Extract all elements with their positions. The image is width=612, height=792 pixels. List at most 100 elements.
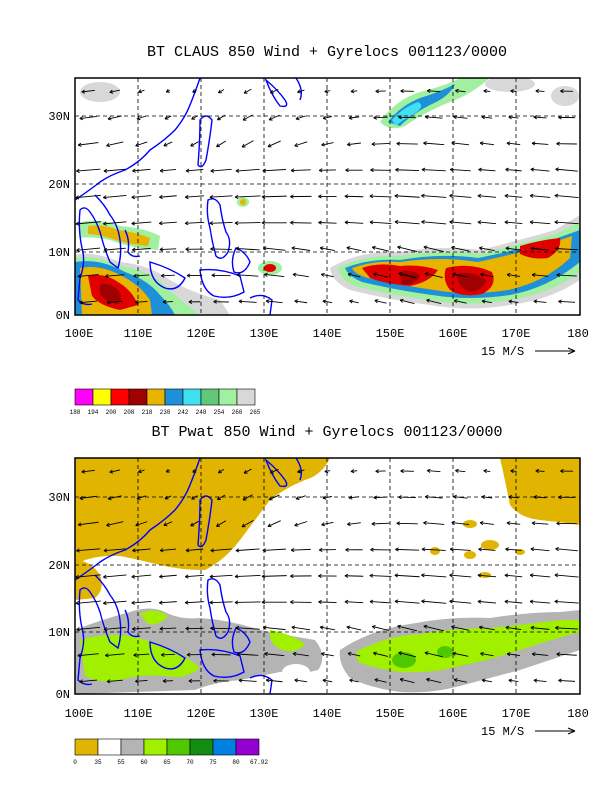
wind-vector bbox=[556, 652, 577, 657]
wind-vector bbox=[346, 625, 362, 631]
wind-vector bbox=[555, 625, 579, 631]
panel1-y-ticks: 0N 10N 20N 30N bbox=[48, 110, 70, 323]
wind-vector bbox=[135, 299, 148, 305]
panel2-xtick: 110E bbox=[124, 707, 153, 721]
wind-vector bbox=[191, 115, 198, 120]
wind-vector bbox=[290, 220, 312, 225]
wind-vector bbox=[211, 652, 231, 657]
wind-vector bbox=[396, 141, 418, 146]
wind-vector bbox=[79, 495, 97, 501]
panel2-map bbox=[75, 458, 580, 694]
wind-vector bbox=[243, 88, 252, 94]
wind-vector bbox=[375, 469, 386, 474]
wind-vector bbox=[504, 220, 523, 225]
wind-vector bbox=[530, 625, 550, 630]
wind-vector bbox=[449, 167, 471, 172]
cloud-grey-patch3 bbox=[551, 86, 579, 106]
wind-vector bbox=[452, 272, 469, 278]
wind-vector bbox=[159, 221, 177, 226]
wind-vector bbox=[421, 599, 447, 604]
panel1-ytick: 30N bbox=[48, 110, 70, 124]
pwat-lime-west2 bbox=[140, 610, 168, 625]
wind-vector bbox=[165, 468, 171, 473]
wind-vector bbox=[346, 246, 362, 252]
wind-vector bbox=[478, 625, 495, 631]
wind-vector bbox=[290, 194, 312, 199]
wind-vector bbox=[481, 115, 493, 120]
wind-vector bbox=[322, 678, 333, 683]
wind-vector bbox=[164, 115, 172, 120]
panel2-x-ticks: 100E 110E 120E 130E 140E 150E 160E 170E … bbox=[65, 707, 589, 721]
wind-vector bbox=[136, 115, 147, 121]
wind-vector bbox=[449, 573, 472, 578]
wind-vector bbox=[235, 246, 260, 251]
wind-vector bbox=[324, 89, 331, 94]
wind-vector bbox=[395, 547, 420, 552]
wind-vector bbox=[394, 573, 420, 578]
pwat-gold-patch3 bbox=[464, 551, 476, 559]
wind-vector bbox=[321, 142, 334, 147]
wind-vector bbox=[508, 299, 519, 304]
panel2-wind-vectors bbox=[75, 468, 579, 684]
colorbar-label: 80 bbox=[232, 759, 240, 766]
wind-vector bbox=[324, 469, 331, 474]
wind-vector bbox=[426, 88, 441, 93]
colorbar-swatch bbox=[143, 738, 168, 756]
wind-vector bbox=[400, 88, 414, 94]
wind-vector bbox=[264, 651, 285, 657]
wind-vector bbox=[506, 272, 521, 278]
panel1-xtick: 140E bbox=[313, 327, 342, 341]
wind-vector bbox=[320, 272, 334, 278]
wind-vector bbox=[449, 193, 472, 198]
wind-vector bbox=[369, 220, 392, 225]
wind-vector bbox=[297, 89, 305, 94]
wind-vector bbox=[261, 220, 287, 225]
wind-vector bbox=[218, 469, 225, 474]
wind-vector bbox=[344, 194, 364, 199]
wind-vector bbox=[138, 469, 145, 474]
wind-vector bbox=[505, 625, 522, 630]
wind-vector bbox=[294, 141, 308, 147]
wind-vector bbox=[295, 115, 306, 121]
wind-vector bbox=[321, 521, 334, 527]
wind-vector bbox=[349, 678, 359, 683]
wind-vector bbox=[103, 221, 127, 226]
wind-vector bbox=[190, 141, 199, 147]
wind-vector bbox=[133, 652, 150, 658]
panel1-xtick: 180 bbox=[567, 327, 589, 341]
wind-vector bbox=[262, 625, 286, 631]
wind-vector bbox=[398, 495, 416, 500]
wind-vector bbox=[320, 651, 334, 657]
panel1-colorbar: 188 194 200 208 218 230 242 248 254 260 265 bbox=[70, 388, 261, 416]
panel2-ytick: 10N bbox=[48, 626, 70, 640]
wind-vector bbox=[209, 574, 233, 579]
wind-vector bbox=[481, 494, 493, 500]
colorbar-swatch bbox=[146, 388, 166, 406]
wind-vector bbox=[261, 600, 287, 605]
wind-vector bbox=[242, 114, 253, 121]
colorbar-swatch bbox=[212, 738, 237, 756]
wind-vector bbox=[132, 247, 151, 252]
colorbar-label: 0 bbox=[73, 759, 77, 766]
wind-vector bbox=[555, 167, 578, 172]
wind-vector bbox=[294, 678, 308, 683]
wind-vector bbox=[554, 573, 579, 578]
wind-vector bbox=[533, 495, 547, 500]
wind-vector bbox=[374, 299, 387, 304]
wind-vector bbox=[554, 599, 579, 604]
wind-vector bbox=[76, 626, 101, 632]
wind-vector bbox=[318, 573, 337, 579]
wind-vector bbox=[192, 89, 197, 93]
wind-vector bbox=[481, 678, 492, 683]
wind-vector bbox=[135, 679, 148, 684]
colorbar-label: 60 bbox=[140, 759, 148, 766]
wind-vector bbox=[345, 168, 363, 173]
wind-vector bbox=[81, 469, 95, 474]
wind-vector bbox=[318, 599, 337, 605]
wind-vector bbox=[79, 679, 98, 684]
cloud-grey-patch2 bbox=[485, 78, 535, 92]
wind-vector bbox=[398, 115, 416, 120]
wind-vector bbox=[210, 626, 232, 631]
wind-vector bbox=[75, 574, 101, 579]
wind-vector bbox=[350, 469, 358, 474]
